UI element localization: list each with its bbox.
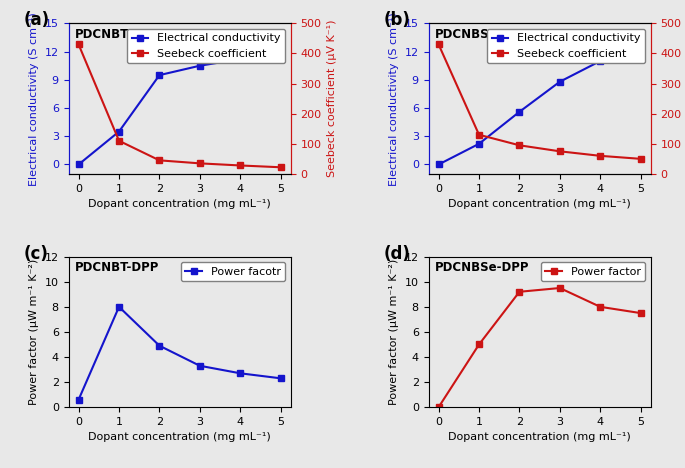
Y-axis label: Electrical conductivity (S cm⁻¹): Electrical conductivity (S cm⁻¹) (29, 12, 39, 185)
Power facotr (236, 371, 245, 376)
Y-axis label: Seebeck coefficient (μV K⁻¹): Seebeck coefficient (μV K⁻¹) (327, 20, 337, 177)
Power factor (515, 289, 523, 294)
Seebeck coefficient (434, 42, 443, 47)
Seebeck coefficient (115, 138, 123, 144)
Seebeck coefficient (556, 148, 564, 154)
Electrical conductivity (75, 161, 83, 167)
Seebeck coefficient (596, 153, 604, 159)
Power facotr (277, 375, 285, 381)
Y-axis label: Power factor (μW m⁻¹ K⁻²): Power factor (μW m⁻¹ K⁻²) (29, 259, 39, 405)
Seebeck coefficient (196, 161, 204, 166)
Seebeck coefficient (75, 42, 83, 47)
Legend: Electrical conductivity, Seebeck coefficient: Electrical conductivity, Seebeck coeffic… (487, 29, 645, 63)
Power facotr (155, 343, 164, 349)
Power factor (475, 342, 483, 347)
Text: (d): (d) (384, 245, 411, 263)
Power factor (434, 404, 443, 410)
Power facotr (115, 304, 123, 310)
Line: Electrical conductivity: Electrical conductivity (436, 47, 643, 167)
Y-axis label: Power factor (μW m⁻¹ K⁻²): Power factor (μW m⁻¹ K⁻²) (389, 259, 399, 405)
Electrical conductivity (196, 63, 204, 68)
Legend: Power factor: Power factor (540, 262, 645, 281)
Power facotr (196, 363, 204, 369)
Text: PDCNBSe-DPP: PDCNBSe-DPP (435, 261, 530, 274)
Electrical conductivity (155, 73, 164, 78)
Electrical conductivity (277, 51, 285, 56)
Seebeck coefficient (475, 132, 483, 138)
Seebeck coefficient (636, 156, 645, 161)
Line: Seebeck coefficient: Seebeck coefficient (76, 42, 284, 170)
Seebeck coefficient (236, 163, 245, 168)
Legend: Power facotr: Power facotr (181, 262, 285, 281)
Text: PDCNBSe-DPP: PDCNBSe-DPP (435, 28, 530, 41)
X-axis label: Dopant concentration (mg mL⁻¹): Dopant concentration (mg mL⁻¹) (448, 432, 631, 442)
Electrical conductivity (556, 79, 564, 85)
Electrical conductivity (115, 129, 123, 134)
Electrical conductivity (434, 161, 443, 167)
Seebeck coefficient (515, 142, 523, 148)
Power facotr (75, 397, 83, 402)
Power factor (556, 285, 564, 291)
Legend: Electrical conductivity, Seebeck coefficient: Electrical conductivity, Seebeck coeffic… (127, 29, 285, 63)
Seebeck coefficient (277, 164, 285, 170)
X-axis label: Dopant concentration (mg mL⁻¹): Dopant concentration (mg mL⁻¹) (88, 199, 271, 209)
Text: PDCNBT-DPP: PDCNBT-DPP (75, 28, 160, 41)
X-axis label: Dopant concentration (mg mL⁻¹): Dopant concentration (mg mL⁻¹) (88, 432, 271, 442)
Text: (b): (b) (384, 11, 411, 29)
Text: (a): (a) (24, 11, 50, 29)
Line: Electrical conductivity: Electrical conductivity (76, 51, 284, 167)
X-axis label: Dopant concentration (mg mL⁻¹): Dopant concentration (mg mL⁻¹) (448, 199, 631, 209)
Text: PDCNBT-DPP: PDCNBT-DPP (75, 261, 160, 274)
Electrical conductivity (596, 58, 604, 64)
Line: Seebeck coefficient: Seebeck coefficient (436, 42, 643, 161)
Electrical conductivity (236, 56, 245, 62)
Electrical conductivity (636, 47, 645, 52)
Line: Power factor: Power factor (436, 285, 643, 410)
Power factor (596, 304, 604, 310)
Line: Power facotr: Power facotr (76, 304, 284, 402)
Electrical conductivity (475, 141, 483, 146)
Power factor (636, 310, 645, 316)
Electrical conductivity (515, 109, 523, 115)
Seebeck coefficient (155, 158, 164, 163)
Text: (c): (c) (24, 245, 49, 263)
Y-axis label: Electrical conductivity (S cm⁻¹): Electrical conductivity (S cm⁻¹) (389, 12, 399, 185)
